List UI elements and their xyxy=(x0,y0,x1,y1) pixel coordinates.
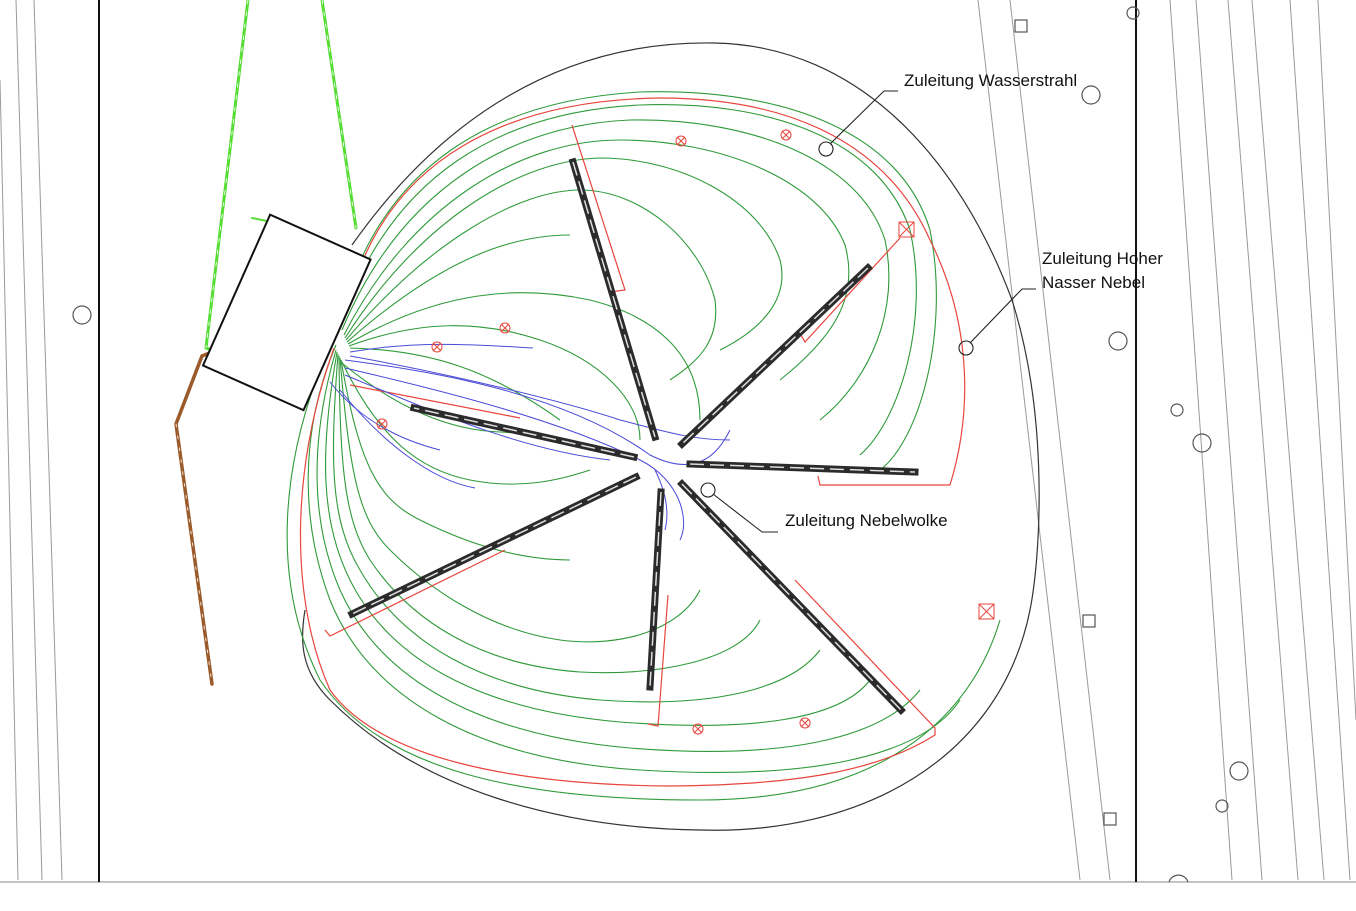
circle-connection-icon xyxy=(700,482,716,498)
circle-cross-nozzle-icon xyxy=(780,129,792,141)
circle-marker-icon xyxy=(1081,85,1101,105)
column-markers xyxy=(72,6,1249,883)
square-x-pump-icon xyxy=(898,221,915,238)
site-boundary-lines xyxy=(0,0,1356,883)
fog-area-outline xyxy=(301,42,1040,831)
circle-marker-icon xyxy=(1229,761,1249,781)
drain-pipe-brown xyxy=(174,350,214,686)
circle-cross-nozzle-icon xyxy=(692,723,704,735)
square-x-pump-icon xyxy=(978,603,995,620)
circle-marker-icon xyxy=(1170,403,1184,417)
circle-marker-icon xyxy=(1108,331,1128,351)
circle-marker-icon xyxy=(1126,6,1140,20)
circle-connection-icon xyxy=(958,340,974,356)
square-column-icon xyxy=(1103,812,1117,826)
circle-marker-icon xyxy=(1215,799,1229,813)
blue-mist-lines xyxy=(329,343,731,541)
spray-bars xyxy=(347,157,919,715)
circle-connection-icon xyxy=(818,141,834,157)
circle-marker-icon xyxy=(1192,433,1212,453)
square-column-icon xyxy=(1082,614,1096,628)
circle-cross-nozzle-icon xyxy=(499,322,511,334)
callout-zuleitung-hoher: Zuleitung Hoher xyxy=(1042,249,1163,268)
green-spray-lines xyxy=(286,91,1001,801)
callout-nasser-nebel: Nasser Nebel xyxy=(1042,273,1145,292)
frame-lines xyxy=(98,0,1137,882)
square-column-icon xyxy=(1014,19,1028,33)
circle-marker-icon xyxy=(1168,874,1189,883)
callout-leaders xyxy=(700,90,1036,533)
callout-zuleitung-nebelwolke: Zuleitung Nebelwolke xyxy=(785,511,948,530)
red-boundary-lines xyxy=(299,97,966,787)
callout-zuleitung-wasserstrahl: Zuleitung Wasserstrahl xyxy=(904,71,1077,90)
spray-bar-details xyxy=(351,161,916,711)
circle-marker-icon xyxy=(72,305,92,325)
circle-cross-nozzle-icon xyxy=(799,717,811,729)
circle-cross-nozzle-icon xyxy=(376,418,388,430)
circle-cross-nozzle-icon xyxy=(675,135,687,147)
nozzles xyxy=(376,129,995,735)
circle-cross-nozzle-icon xyxy=(431,341,443,353)
technical-housing xyxy=(201,213,372,412)
